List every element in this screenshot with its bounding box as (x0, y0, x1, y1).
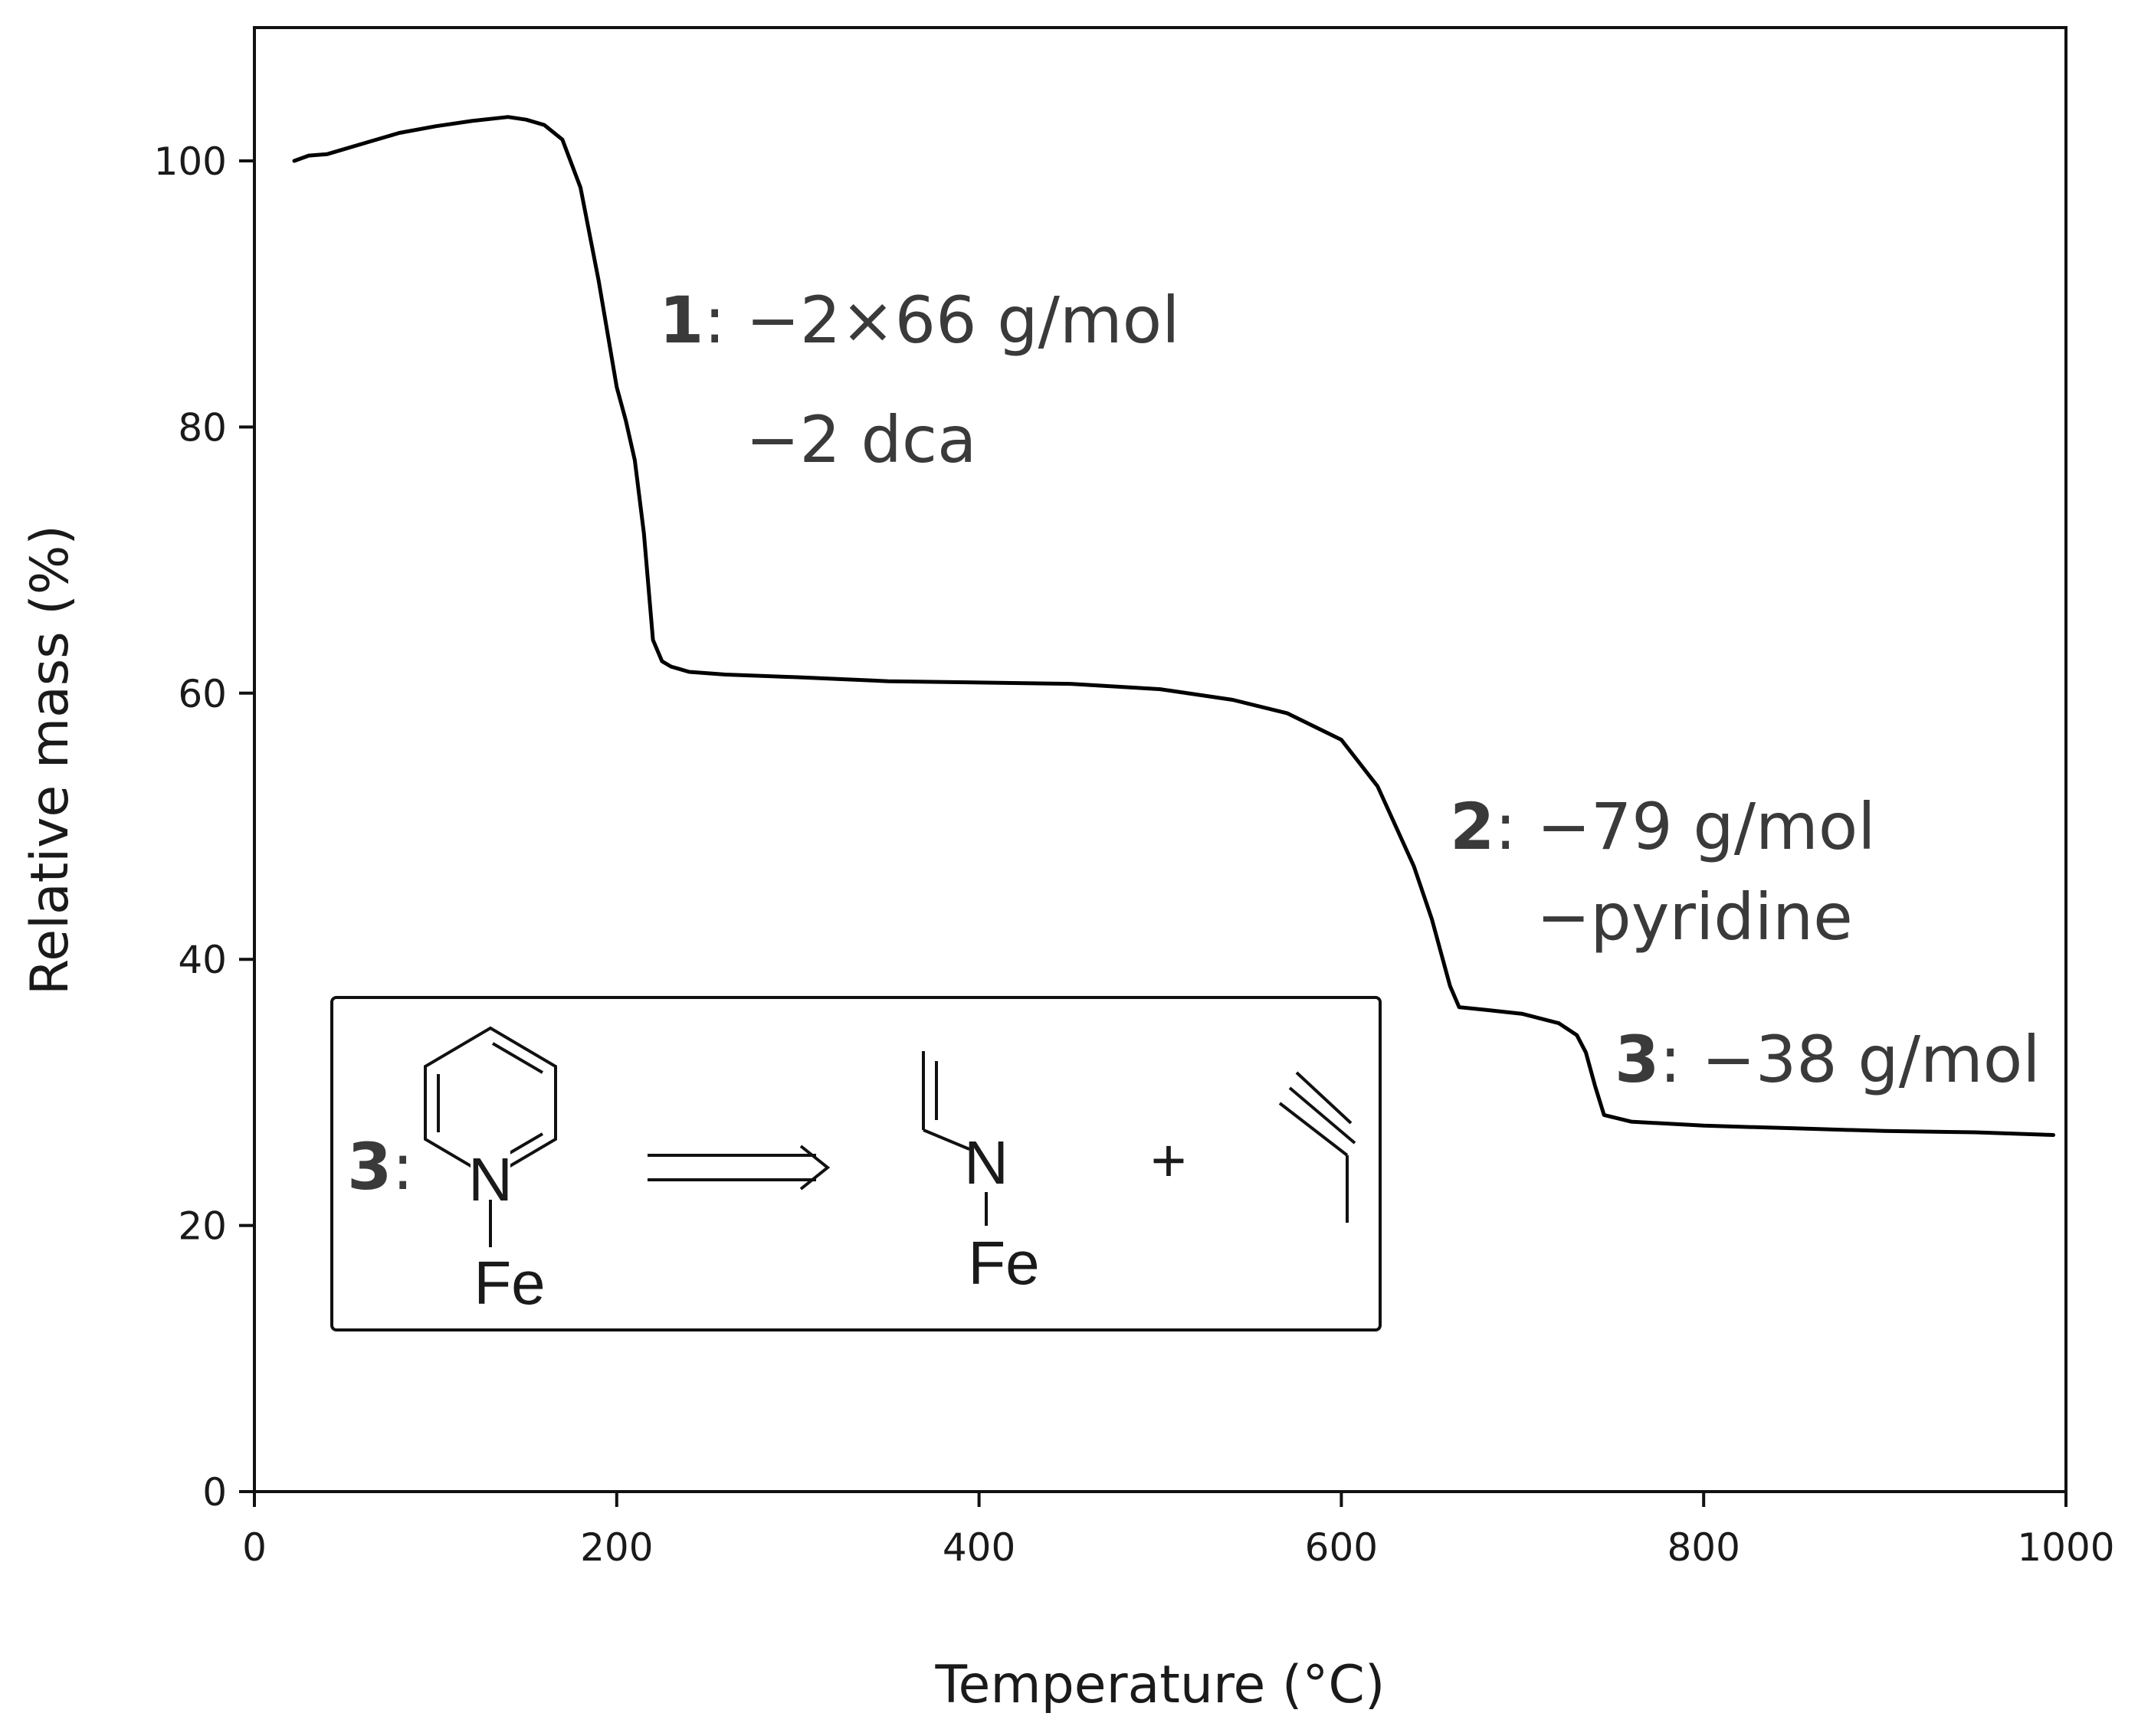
annotation-step3-line1: 3: −38 g/mol (1615, 1022, 2041, 1097)
scheme-box (330, 996, 1382, 1331)
plot-frame (253, 26, 2067, 1493)
y-axis-ticks: 0 20 40 60 80 100 (154, 139, 254, 1515)
annotation-step2-line2: −pyridine (1536, 879, 1853, 955)
propyne-structure (1278, 1071, 1356, 1223)
y-axis-title: Relative mass (%) (20, 525, 80, 995)
y-tick-label: 60 (178, 672, 227, 716)
y-tick-label: 80 (178, 405, 227, 450)
y-tick-label: 40 (178, 938, 227, 982)
reactant-fe-label: Fe (474, 1249, 545, 1317)
reaction-scheme-inset: 3: N Fe N Fe + (330, 996, 1382, 1331)
annotation-step1-line1: 1: −2×66 g/mol (659, 283, 1179, 358)
y-tick-label: 20 (178, 1204, 227, 1249)
reactant-n-label: N (468, 1145, 513, 1214)
scheme-label: 3: (347, 1129, 414, 1204)
product-fe-label: Fe (968, 1229, 1039, 1297)
x-tick-label: 1000 (2017, 1525, 2114, 1570)
x-axis-ticks: 0 200 400 600 800 1000 (242, 1492, 2115, 1570)
x-tick-label: 800 (1667, 1525, 1740, 1570)
annotation-step2-line1: 2: −79 g/mol (1450, 789, 1876, 864)
product-n-label: N (964, 1128, 1008, 1197)
reaction-arrow (648, 1145, 831, 1191)
x-tick-label: 400 (943, 1525, 1015, 1570)
plus-sign: + (1151, 1126, 1187, 1194)
x-tick-label: 0 (242, 1525, 267, 1570)
vinyl-n-structure (922, 1051, 988, 1226)
x-tick-label: 600 (1305, 1525, 1378, 1570)
y-tick-label: 100 (154, 139, 227, 184)
y-tick-label: 0 (202, 1470, 227, 1515)
x-tick-label: 200 (580, 1525, 653, 1570)
series-line (292, 115, 2055, 1137)
annotation-step1-line2: −2 dca (746, 402, 977, 477)
x-axis-title: Temperature (°C) (935, 1655, 1385, 1715)
